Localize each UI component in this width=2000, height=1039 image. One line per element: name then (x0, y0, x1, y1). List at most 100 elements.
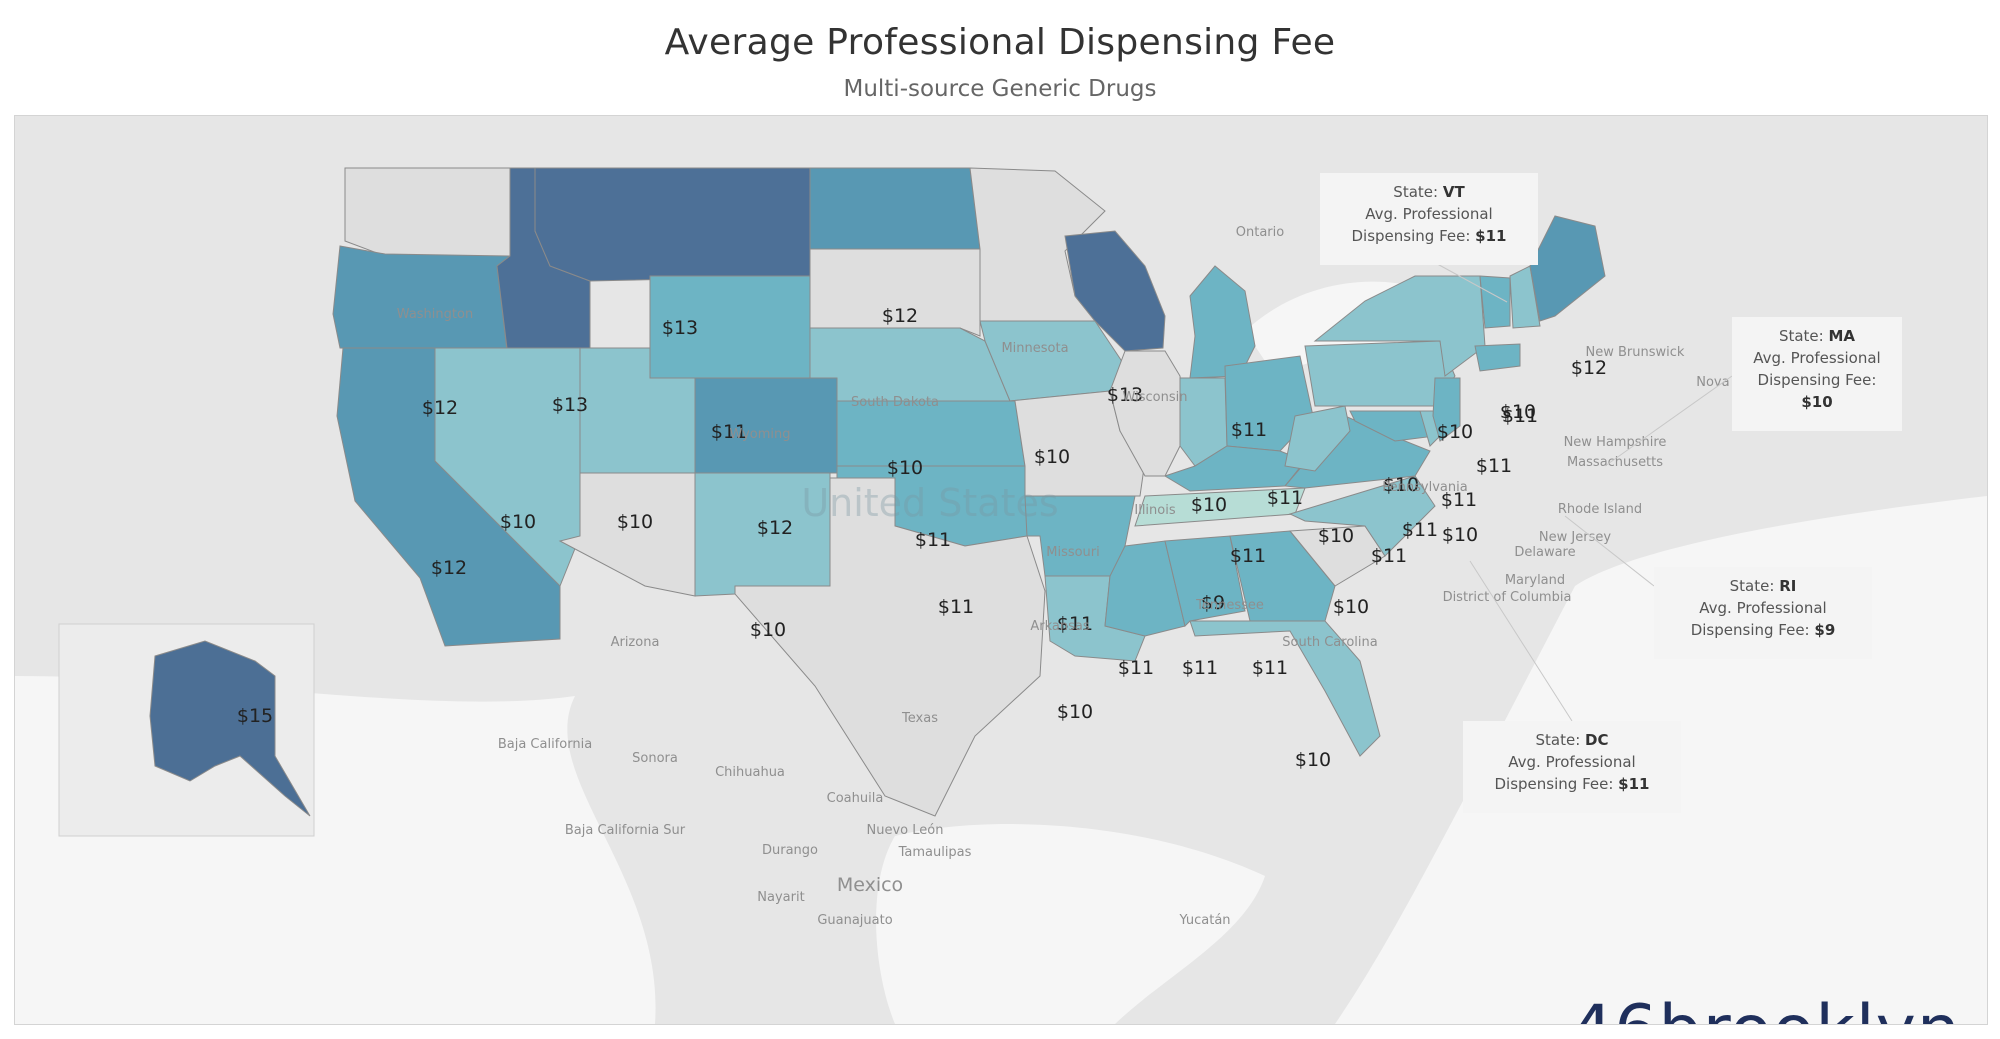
state-nj[interactable] (1432, 377, 1461, 442)
fee-label-ms: $11 (1118, 657, 1154, 679)
place-label: United States (801, 481, 1058, 525)
tooltip-vt: State: VT Avg. Professional Dispensing F… (1320, 173, 1538, 265)
state-ga[interactable] (1229, 530, 1336, 622)
state-ks[interactable] (836, 400, 1026, 467)
tooltip-dc: State: DC Avg. Professional Dispensing F… (1463, 721, 1681, 813)
fee-label-nh: $10 (1500, 401, 1536, 423)
place-label: Baja California (498, 737, 592, 752)
state-ne[interactable] (809, 327, 1011, 402)
fee-label-wy: $11 (711, 421, 747, 443)
state-wa[interactable] (344, 167, 511, 257)
place-label: Mexico (837, 874, 903, 896)
tooltip-leader-line (1429, 259, 1508, 303)
tooltip-leader-line (1469, 560, 1573, 722)
fee-label-de: $10 (1442, 524, 1478, 546)
state-nd[interactable] (809, 167, 981, 250)
fee-label-nd: $12 (882, 305, 918, 327)
place-label: District of Columbia (1443, 590, 1572, 605)
fee-label-ny: $10 (1437, 421, 1473, 443)
tooltip-ma: State: MA Avg. Professional Dispensing F… (1732, 317, 1902, 431)
state-ny[interactable] (1313, 275, 1486, 377)
state-vt[interactable] (1479, 275, 1511, 329)
fee-label-or: $12 (422, 397, 458, 419)
place-label: Guanajuato (817, 913, 892, 928)
place-label: Missouri (1046, 545, 1100, 560)
fee-label-mi: $11 (1231, 419, 1267, 441)
place-label: Illinois (1134, 503, 1175, 518)
fee-label-ne: $10 (887, 457, 923, 479)
state-fl[interactable] (1189, 620, 1381, 757)
place-label: Ontario (1236, 225, 1284, 240)
place-label: Tamaulipas (898, 845, 972, 860)
fee-label-ga: $11 (1252, 657, 1288, 679)
place-label: Sonora (632, 751, 678, 766)
state-wi[interactable] (1064, 230, 1166, 352)
fee-label-wv: $10 (1318, 525, 1354, 547)
place-label: South Dakota (851, 395, 939, 410)
fee-label-ct: $11 (1476, 455, 1512, 477)
fee-label-fl: $10 (1295, 749, 1331, 771)
map-frame[interactable]: $12 $12 $10 $13 $13 $11 $10 $12 $10 $12 $10 $11 $11 $… (14, 115, 1988, 1025)
state-al[interactable] (1164, 535, 1246, 627)
fee-label-ks: $11 (915, 529, 951, 551)
fee-label-co: $12 (757, 517, 793, 539)
fee-label-ca: $12 (431, 557, 467, 579)
place-label: Texas (901, 711, 938, 726)
fee-label-vt: $11 (1502, 405, 1538, 427)
map-title: Average Professional Dispensing Fee (664, 22, 1336, 63)
fee-label-md: $11 (1402, 519, 1438, 541)
fee-label-al: $11 (1182, 657, 1218, 679)
tooltip-ri: State: RI Avg. Professional Dispensing F… (1654, 567, 1872, 659)
state-wv[interactable] (1284, 405, 1351, 472)
fee-label-ut: $10 (617, 511, 653, 533)
fee-label-nc: $10 (1333, 596, 1369, 618)
fee-label-ar: $11 (1057, 613, 1093, 635)
state-ct[interactable] (1474, 343, 1521, 372)
fee-label-la: $10 (1057, 701, 1093, 723)
tooltip-leader-line (1564, 515, 1655, 587)
fee-label-tn: $9 (1201, 592, 1225, 614)
state-me[interactable] (1529, 215, 1606, 322)
fee-label-wi: $13 (1107, 384, 1143, 406)
fee-label-nv: $10 (500, 511, 536, 533)
fee-label-ok: $11 (938, 596, 974, 618)
place-label: New Brunswick (1586, 345, 1685, 360)
place-label: Durango (762, 843, 818, 858)
map-subtitle: Multi-source Generic Drugs (843, 76, 1157, 102)
place-label: Rhode Island (1558, 502, 1642, 517)
place-label: Massachusetts (1567, 455, 1663, 470)
state-md[interactable] (1349, 410, 1436, 442)
place-label: Baja California Sur (565, 823, 686, 838)
place-label: Nuevo León (867, 823, 944, 838)
place-label: Arkansas (1030, 619, 1089, 634)
state-or[interactable] (332, 245, 512, 352)
place-label: South Carolina (1282, 635, 1377, 650)
fee-label-nj: $11 (1441, 489, 1477, 511)
place-label: Delaware (1514, 545, 1575, 560)
tooltip-leader-line (1604, 375, 1733, 467)
place-label: Arizona (611, 635, 660, 650)
state-mi[interactable] (1189, 265, 1256, 379)
state-mt[interactable] (534, 167, 811, 282)
state-tx[interactable] (734, 477, 1046, 817)
place-label: New Hampshire (1564, 435, 1667, 450)
fee-label-nm: $10 (750, 619, 786, 641)
place-label: Minnesota (1001, 341, 1068, 356)
state-ak[interactable] (149, 640, 311, 817)
place-label: Wyoming (729, 427, 790, 442)
place-label: Pennsylvania (1382, 480, 1467, 495)
state-sd[interactable] (809, 248, 981, 337)
fee-label-me: $12 (1571, 357, 1607, 379)
place-label: Yucatán (1178, 913, 1230, 928)
place-label: Chihuahua (715, 765, 785, 780)
place-label: Washington (397, 307, 473, 322)
brand-logo: 46brooklyn (1570, 991, 1961, 1024)
fee-label-oh: $11 (1267, 487, 1303, 509)
place-label: Coahuila (827, 791, 884, 806)
fee-label-id: $13 (552, 394, 588, 416)
state-pa[interactable] (1304, 340, 1456, 407)
gulf-water (876, 824, 1265, 1024)
place-label: Wisconsin (1123, 390, 1188, 405)
fee-label-ky: $11 (1230, 545, 1266, 567)
fee-label-in: $10 (1191, 494, 1227, 516)
